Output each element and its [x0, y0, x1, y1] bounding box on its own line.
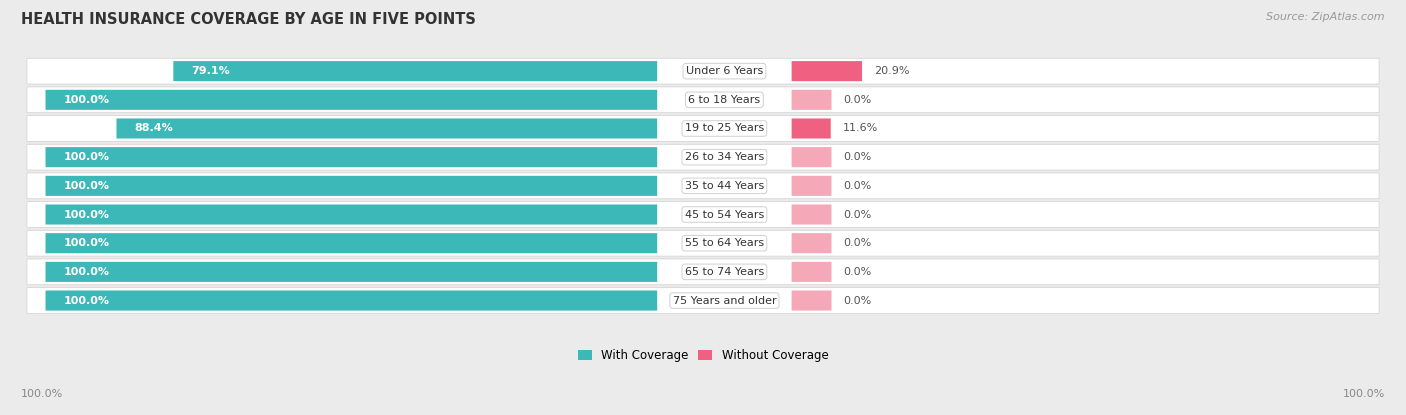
FancyBboxPatch shape [45, 262, 657, 282]
FancyBboxPatch shape [45, 290, 657, 310]
Text: 100.0%: 100.0% [21, 389, 63, 399]
Text: 0.0%: 0.0% [844, 95, 872, 105]
Text: 35 to 44 Years: 35 to 44 Years [685, 181, 763, 191]
FancyBboxPatch shape [27, 87, 1379, 113]
FancyBboxPatch shape [45, 205, 657, 225]
Legend: With Coverage, Without Coverage: With Coverage, Without Coverage [572, 345, 834, 367]
Text: 0.0%: 0.0% [844, 238, 872, 248]
Text: 100.0%: 100.0% [1343, 389, 1385, 399]
Text: 65 to 74 Years: 65 to 74 Years [685, 267, 763, 277]
FancyBboxPatch shape [792, 147, 831, 167]
FancyBboxPatch shape [792, 176, 831, 196]
FancyBboxPatch shape [27, 230, 1379, 256]
Text: 100.0%: 100.0% [63, 181, 110, 191]
FancyBboxPatch shape [792, 61, 862, 81]
FancyBboxPatch shape [792, 233, 831, 253]
FancyBboxPatch shape [27, 58, 1379, 84]
Text: 100.0%: 100.0% [63, 267, 110, 277]
Text: 100.0%: 100.0% [63, 238, 110, 248]
Text: HEALTH INSURANCE COVERAGE BY AGE IN FIVE POINTS: HEALTH INSURANCE COVERAGE BY AGE IN FIVE… [21, 12, 477, 27]
FancyBboxPatch shape [792, 262, 831, 282]
Text: 100.0%: 100.0% [63, 295, 110, 305]
Text: 0.0%: 0.0% [844, 267, 872, 277]
FancyBboxPatch shape [27, 288, 1379, 313]
FancyBboxPatch shape [173, 61, 657, 81]
Text: 100.0%: 100.0% [63, 152, 110, 162]
FancyBboxPatch shape [27, 116, 1379, 142]
FancyBboxPatch shape [45, 147, 657, 167]
FancyBboxPatch shape [792, 90, 831, 110]
Text: 100.0%: 100.0% [63, 210, 110, 220]
Text: 79.1%: 79.1% [191, 66, 231, 76]
FancyBboxPatch shape [45, 176, 657, 196]
Text: 11.6%: 11.6% [844, 124, 879, 134]
FancyBboxPatch shape [117, 118, 657, 139]
Text: 0.0%: 0.0% [844, 210, 872, 220]
Text: 0.0%: 0.0% [844, 295, 872, 305]
FancyBboxPatch shape [27, 202, 1379, 227]
Text: 26 to 34 Years: 26 to 34 Years [685, 152, 763, 162]
FancyBboxPatch shape [792, 205, 831, 225]
Text: Source: ZipAtlas.com: Source: ZipAtlas.com [1267, 12, 1385, 22]
Text: 0.0%: 0.0% [844, 152, 872, 162]
FancyBboxPatch shape [27, 144, 1379, 170]
Text: 20.9%: 20.9% [875, 66, 910, 76]
Text: 75 Years and older: 75 Years and older [672, 295, 776, 305]
Text: 55 to 64 Years: 55 to 64 Years [685, 238, 763, 248]
Text: 6 to 18 Years: 6 to 18 Years [689, 95, 761, 105]
Text: 45 to 54 Years: 45 to 54 Years [685, 210, 763, 220]
FancyBboxPatch shape [27, 173, 1379, 199]
Text: Under 6 Years: Under 6 Years [686, 66, 763, 76]
FancyBboxPatch shape [792, 290, 831, 310]
Text: 19 to 25 Years: 19 to 25 Years [685, 124, 763, 134]
FancyBboxPatch shape [792, 118, 831, 139]
Text: 88.4%: 88.4% [135, 124, 173, 134]
Text: 0.0%: 0.0% [844, 181, 872, 191]
FancyBboxPatch shape [27, 259, 1379, 285]
FancyBboxPatch shape [45, 233, 657, 253]
FancyBboxPatch shape [45, 90, 657, 110]
Text: 100.0%: 100.0% [63, 95, 110, 105]
